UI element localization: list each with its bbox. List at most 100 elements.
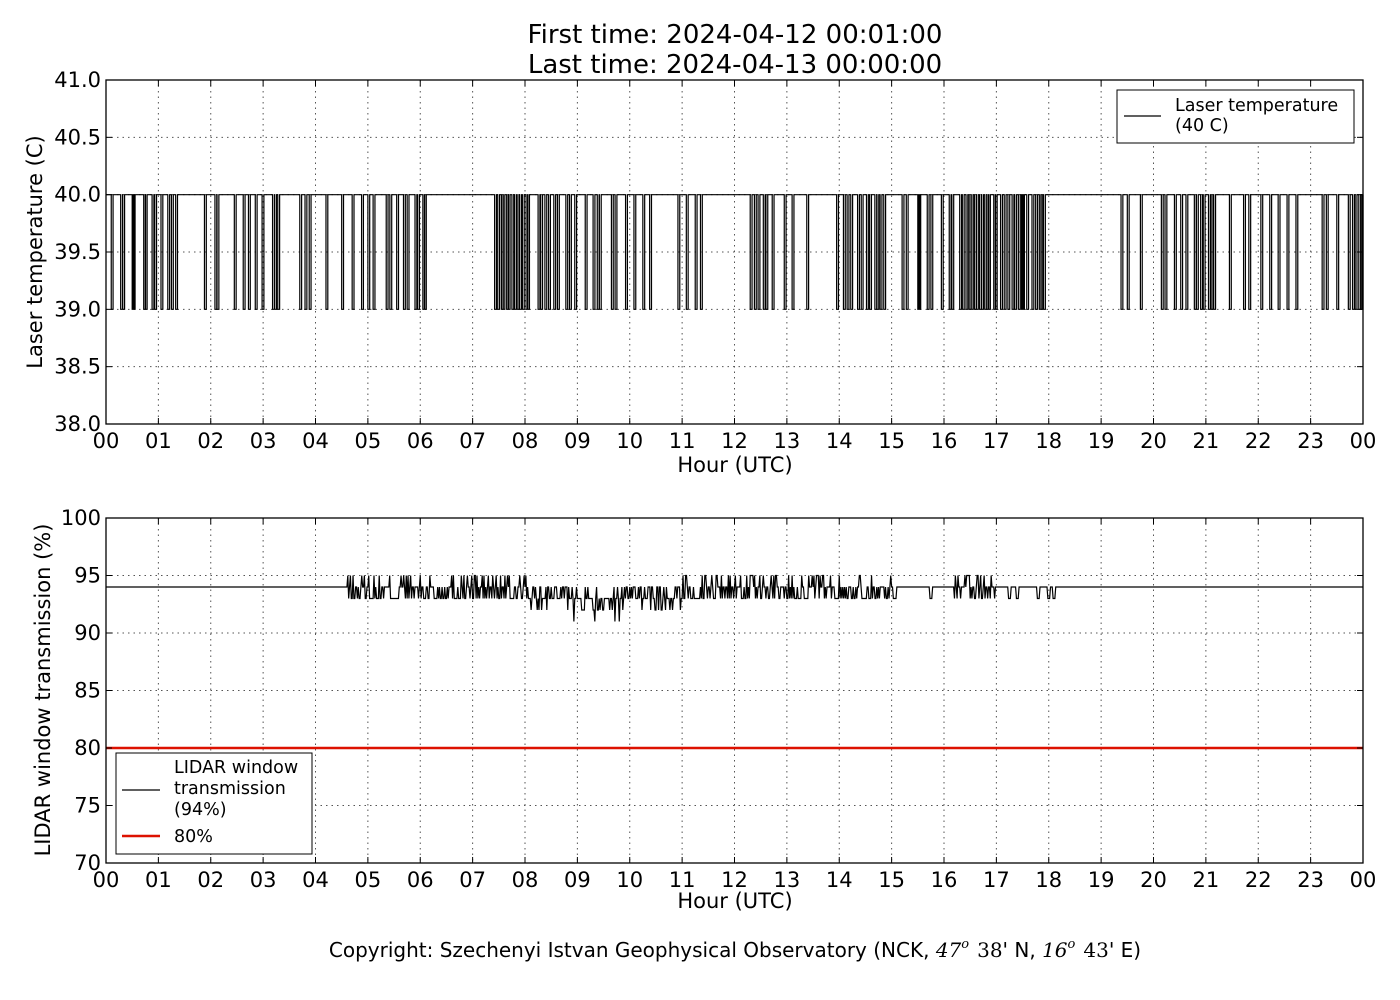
- laser-temperature-x-tick-label: 19: [1088, 429, 1115, 453]
- laser-temperature-x-tick-label: 20: [1140, 429, 1167, 453]
- laser-temperature-y-tick-label: 40.5: [54, 125, 101, 149]
- latitude-degrees: 47: [935, 938, 962, 962]
- laser-temperature-x-tick-label: 01: [145, 429, 172, 453]
- lidar-transmission-x-tick-label: 07: [459, 868, 486, 892]
- legend-label-line: (40 C): [1175, 116, 1229, 136]
- longitude-degrees: 16: [1042, 938, 1068, 962]
- laser-temperature-x-tick-label: 18: [1035, 429, 1062, 453]
- laser-temperature-y-axis-label: Laser temperature (C): [23, 135, 47, 368]
- laser-temperature-x-tick-label: 16: [931, 429, 958, 453]
- lidar-transmission-x-tick-label: 02: [197, 868, 224, 892]
- lidar-transmission-x-tick-label: 10: [616, 868, 643, 892]
- laser-temperature-x-tick-label: 07: [459, 429, 486, 453]
- lidar-transmission-y-axis-label: LIDAR window transmission (%): [31, 524, 55, 857]
- laser-temperature-x-tick-label: 00: [1350, 429, 1377, 453]
- laser-temperature-y-tick-label: 38.0: [54, 412, 101, 436]
- lidar-transmission-x-tick-label: 03: [250, 868, 277, 892]
- lidar-transmission-x-tick-label: 06: [407, 868, 434, 892]
- lidar-transmission-x-tick-label: 12: [721, 868, 748, 892]
- laser-temperature-y-ticks: 38.0 38.5 39.0 39.5 40.0 40.5 41.0: [54, 68, 1363, 436]
- lidar-transmission-x-ticks: 00 01 02 03 04 05 06 07 08 09 10 11 12 13 14 15 16 17 18 19…: [93, 518, 1377, 892]
- lidar-transmission-x-tick-label: 01: [145, 868, 172, 892]
- longitude-suffix: ' E): [1109, 938, 1141, 962]
- lidar-transmission-x-tick-label: 18: [1035, 868, 1062, 892]
- laser-temperature-x-tick-label: 14: [826, 429, 853, 453]
- copyright-prefix: Copyright: Szechenyi Istvan Geophysical …: [329, 938, 936, 962]
- laser-temperature-panel: 00 01 02 03 04 05 06 07 08 09 10 11 12 13 14 15 16 17 18 19…: [23, 68, 1376, 477]
- laser-temperature-x-tick-label: 02: [197, 429, 224, 453]
- laser-temperature-y-tick-label: 39.0: [54, 297, 101, 321]
- laser-temperature-x-tick-label: 10: [616, 429, 643, 453]
- lidar-transmission-y-tick-label: 85: [74, 679, 101, 703]
- lidar-transmission-legend-label: LIDAR window transmission (94%): [174, 758, 298, 820]
- laser-temperature-grid: [106, 80, 1363, 424]
- lidar-transmission-y-ticks: 70 75 80 85 90 95 100: [61, 506, 1363, 875]
- laser-temperature-x-tick-label: 05: [355, 429, 382, 453]
- chart-title-line2: Last time: 2024-04-13 00:00:00: [528, 50, 942, 80]
- lidar-transmission-x-tick-label: 17: [983, 868, 1010, 892]
- lidar-transmission-x-tick-label: 21: [1193, 868, 1220, 892]
- laser-temperature-x-tick-label: 12: [721, 429, 748, 453]
- latitude-minutes: 38: [977, 938, 1002, 962]
- latitude-suffix: ' N,: [1003, 938, 1043, 962]
- laser-temperature-y-tick-label: 40.0: [54, 183, 101, 207]
- lidar-transmission-y-tick-label: 75: [74, 794, 101, 818]
- lidar-transmission-x-tick-label: 05: [355, 868, 382, 892]
- lidar-transmission-x-tick-label: 23: [1297, 868, 1324, 892]
- laser-temperature-x-tick-label: 21: [1193, 429, 1220, 453]
- laser-temperature-x-tick-label: 11: [669, 429, 696, 453]
- lidar-transmission-x-tick-label: 09: [564, 868, 591, 892]
- laser-temperature-y-tick-label: 39.5: [54, 240, 101, 264]
- laser-temperature-x-tick-label: 00: [93, 429, 120, 453]
- legend-label-line: LIDAR window: [174, 758, 298, 778]
- laser-temperature-x-tick-label: 08: [512, 429, 539, 453]
- lidar-transmission-legend: LIDAR window transmission (94%) 80%: [115, 752, 313, 855]
- threshold-legend-label: 80%: [174, 827, 213, 847]
- lidar-transmission-x-tick-label: 19: [1088, 868, 1115, 892]
- laser-temperature-y-tick-label: 38.5: [54, 355, 101, 379]
- lidar-transmission-x-tick-label: 08: [512, 868, 539, 892]
- lidar-transmission-series-line: [106, 574, 1363, 622]
- laser-temperature-y-tick-label: 41.0: [54, 68, 101, 92]
- legend-label-line: Laser temperature: [1175, 96, 1338, 116]
- lidar-transmission-x-tick-label: 00: [1350, 868, 1377, 892]
- longitude-degree-mark: o: [1068, 937, 1076, 952]
- laser-temperature-series-line: [106, 194, 1364, 310]
- laser-temperature-x-tick-label: 15: [878, 429, 905, 453]
- laser-temperature-x-ticks: 00 01 02 03 04 05 06 07 08 09 10 11 12 13 14 15 16 17 18 19…: [93, 80, 1377, 453]
- longitude-minutes: 43: [1083, 938, 1108, 962]
- laser-temperature-x-tick-label: 09: [564, 429, 591, 453]
- laser-temperature-x-tick-label: 13: [774, 429, 801, 453]
- legend-label-line: transmission: [174, 779, 286, 799]
- laser-temperature-legend-label: Laser temperature (40 C): [1175, 96, 1338, 136]
- laser-temperature-legend: Laser temperature (40 C): [1116, 89, 1355, 144]
- laser-temperature-x-axis-label: Hour (UTC): [677, 453, 792, 477]
- lidar-transmission-x-tick-label: 20: [1140, 868, 1167, 892]
- laser-temperature-x-tick-label: 06: [407, 429, 434, 453]
- lidar-transmission-x-tick-label: 15: [878, 868, 905, 892]
- legend-label-line: (94%): [174, 800, 227, 820]
- lidar-transmission-x-tick-label: 00: [93, 868, 120, 892]
- lidar-transmission-x-axis-label: Hour (UTC): [677, 889, 792, 913]
- lidar-transmission-y-tick-label: 80: [74, 736, 101, 760]
- laser-temperature-x-tick-label: 22: [1245, 429, 1272, 453]
- lidar-transmission-x-tick-label: 13: [774, 868, 801, 892]
- lidar-transmission-x-tick-label: 11: [669, 868, 696, 892]
- laser-temperature-x-tick-label: 03: [250, 429, 277, 453]
- lidar-transmission-x-tick-label: 16: [931, 868, 958, 892]
- lidar-transmission-y-tick-label: 95: [74, 564, 101, 588]
- lidar-transmission-panel: 00 01 02 03 04 05 06 07 08 09 10 11 12 13 14 15 16 17 18 19…: [31, 506, 1376, 913]
- chart-title-line1: First time: 2024-04-12 00:01:00: [528, 20, 943, 50]
- lidar-transmission-x-tick-label: 04: [302, 868, 329, 892]
- lidar-transmission-y-tick-label: 100: [61, 506, 101, 530]
- laser-temperature-x-tick-label: 23: [1297, 429, 1324, 453]
- latitude-degree-mark: o: [961, 937, 969, 952]
- copyright-footer: Copyright: Szechenyi Istvan Geophysical …: [329, 937, 1141, 962]
- laser-temperature-x-tick-label: 04: [302, 429, 329, 453]
- lidar-transmission-x-tick-label: 22: [1245, 868, 1272, 892]
- lidar-transmission-y-tick-label: 90: [74, 621, 101, 645]
- laser-temperature-x-tick-label: 17: [983, 429, 1010, 453]
- lidar-transmission-y-tick-label: 70: [74, 851, 101, 875]
- lidar-transmission-x-tick-label: 14: [826, 868, 853, 892]
